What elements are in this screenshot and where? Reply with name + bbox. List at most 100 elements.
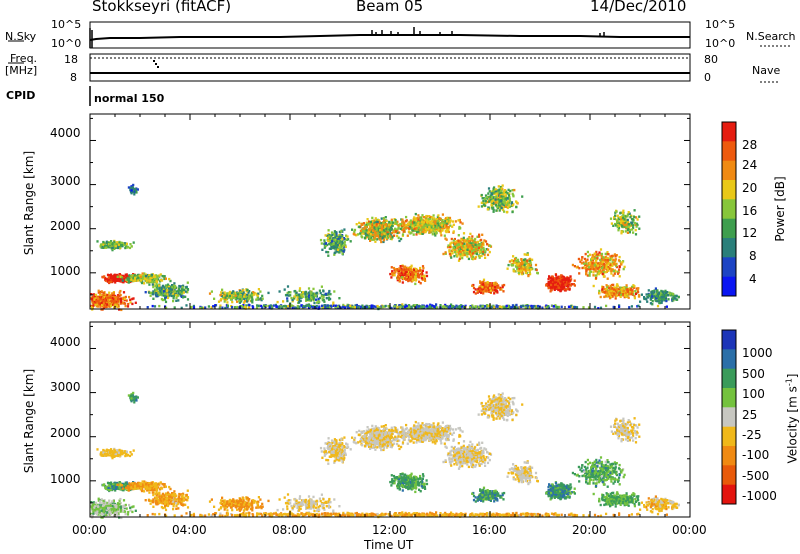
heatmap-cell — [490, 200, 493, 203]
heatmap-cell — [444, 218, 447, 221]
heatmap-cell — [524, 269, 527, 272]
heatmap-cell — [117, 294, 120, 297]
heatmap-cell — [620, 232, 623, 235]
heatmap-cell — [612, 258, 615, 262]
heatmap-cell — [364, 232, 367, 235]
heatmap-cell — [230, 292, 234, 295]
heatmap-cell — [502, 208, 505, 212]
heatmap-cell — [312, 296, 315, 299]
heatmap-cell — [557, 288, 560, 292]
heatmap-cell — [365, 229, 368, 232]
heatmap-cell — [126, 276, 129, 280]
heatmap-cell — [102, 291, 105, 295]
heatmap-cell — [112, 303, 115, 307]
heatmap-cell — [519, 264, 522, 267]
heatmap-cell — [387, 226, 390, 229]
heatmap-cell — [175, 286, 178, 289]
heatmap-cell — [468, 247, 472, 250]
heatmap-cell — [400, 272, 403, 275]
heatmap-cell — [496, 198, 499, 201]
heatmap-cell — [239, 291, 243, 294]
heatmap-cell — [407, 230, 411, 233]
heatmap-cell — [363, 236, 367, 240]
heatmap-cell — [396, 278, 399, 282]
heatmap-cell — [520, 258, 523, 261]
heatmap-cell — [242, 289, 245, 292]
heatmap-cell — [434, 222, 437, 225]
heatmap-cell — [634, 228, 637, 232]
heatmap-cell — [397, 270, 401, 273]
heatmap-cell — [318, 300, 321, 303]
heatmap-cell — [631, 289, 634, 292]
heatmap-cell — [296, 298, 299, 301]
heatmap-cell — [154, 288, 157, 291]
heatmap-cell — [236, 300, 239, 303]
heatmap-cell — [499, 288, 502, 291]
heatmap-cell — [126, 305, 130, 308]
heatmap-cell — [119, 246, 122, 249]
heatmap-cell — [417, 223, 420, 226]
heatmap-cell — [635, 287, 638, 290]
heatmap-cell — [395, 230, 398, 233]
heatmap-cell — [559, 280, 562, 284]
heatmap-cell — [486, 281, 489, 284]
heatmap-cell — [101, 296, 104, 299]
heatmap-cell — [611, 261, 614, 264]
heatmap-cell — [515, 200, 518, 203]
heatmap-cell — [383, 222, 386, 225]
heatmap-cell — [526, 252, 529, 255]
heatmap-cell — [520, 263, 523, 267]
heatmap-cell — [456, 254, 459, 257]
heatmap-cell — [502, 206, 505, 209]
heatmap-cell — [474, 257, 477, 260]
heatmap-cell — [110, 241, 113, 244]
heatmap-cell — [497, 185, 500, 188]
heatmap-cell — [612, 254, 615, 258]
heatmap-cell — [496, 193, 499, 197]
heatmap-cell — [338, 235, 341, 238]
heatmap-cell — [480, 254, 483, 258]
heatmap-cell — [151, 292, 154, 296]
heatmap-cell — [508, 201, 511, 204]
heatmap-cell — [557, 275, 560, 278]
heatmap-cell — [324, 292, 328, 296]
heatmap-cell — [116, 275, 119, 278]
heatmap-cell — [477, 205, 480, 208]
heatmap-cell — [361, 223, 364, 226]
heatmap-cell — [370, 231, 373, 234]
heatmap-cell — [506, 210, 509, 214]
heatmap-cell — [238, 299, 241, 303]
heatmap-cell — [588, 261, 591, 265]
heatmap-cell — [104, 279, 107, 282]
heatmap-cell — [331, 233, 334, 237]
heatmap-cell — [614, 289, 617, 292]
heatmap-cell — [353, 230, 356, 233]
heatmap-cell — [487, 187, 491, 190]
heatmap-cell — [109, 280, 112, 283]
heatmap-cell — [616, 270, 619, 273]
heatmap-cell — [489, 244, 492, 247]
heatmap-cell — [135, 191, 138, 194]
heatmap-cell — [172, 292, 175, 295]
heatmap-cell — [462, 247, 465, 251]
heatmap-cell — [180, 290, 183, 293]
heatmap-cell — [450, 256, 453, 259]
heatmap-cell — [620, 230, 623, 233]
heatmap-cell — [557, 280, 560, 283]
heatmap-cell — [452, 246, 456, 250]
heatmap-cell — [497, 284, 500, 287]
heatmap-cell — [454, 220, 457, 223]
heatmap-cell — [424, 219, 427, 222]
heatmap-cell — [371, 233, 374, 237]
heatmap-cell — [634, 233, 638, 236]
heatmap-cell — [164, 289, 167, 293]
heatmap-cell — [494, 283, 497, 287]
heatmap-cell — [328, 235, 331, 238]
heatmap-cell — [514, 270, 517, 273]
heatmap-cell — [160, 292, 163, 295]
heatmap-cell — [237, 295, 240, 299]
heatmap-cell — [402, 270, 405, 273]
heatmap-cell — [580, 262, 583, 265]
heatmap-cell — [380, 221, 383, 225]
heatmap-cell — [380, 217, 383, 220]
